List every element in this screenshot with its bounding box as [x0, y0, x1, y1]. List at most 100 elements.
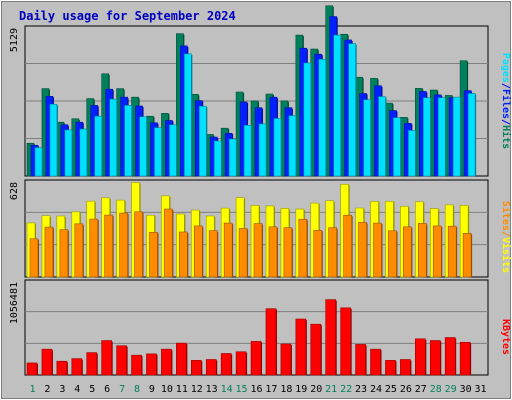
middle-bar-sites — [268, 226, 278, 278]
top-bar-pages — [228, 138, 237, 177]
bottom-legend: KBytes — [500, 319, 511, 355]
middle-bar-sites — [373, 222, 382, 278]
top-bar-pages — [273, 118, 282, 177]
bottom-bar-kbytes — [161, 348, 172, 376]
middle-bar-sites — [193, 225, 203, 278]
day-label: 13 — [206, 384, 218, 395]
bottom-bar-kbytes — [400, 359, 411, 376]
middle-bar-sites — [298, 218, 308, 278]
day-label: 16 — [250, 384, 262, 395]
day-label: 8 — [134, 384, 140, 395]
top-bar-pages — [288, 115, 297, 177]
middle-bar-sites — [164, 208, 173, 278]
top-bar-pages — [378, 96, 386, 177]
bottom-bar-kbytes — [310, 323, 322, 376]
top-bar-pages — [49, 103, 58, 177]
top-bar-pages — [318, 58, 327, 177]
legend-entry: Files — [500, 89, 512, 119]
top-bar-pages — [169, 124, 177, 177]
middle-bar-sites — [432, 225, 442, 278]
top-bar-pages — [198, 105, 207, 177]
bottom-bar-kbytes — [370, 348, 381, 376]
bottom-bar-kbytes — [235, 351, 247, 376]
middle-bar-sites — [358, 222, 367, 278]
bottom-bar-kbytes — [146, 353, 157, 376]
middle-bar-sites — [447, 225, 457, 278]
bottom-bar-kbytes — [325, 299, 337, 376]
bottom-bar-kbytes — [415, 338, 426, 376]
bottom-bar-kbytes — [265, 308, 277, 376]
bottom-ymax-label: 1056481 — [9, 282, 20, 324]
bottom-bar-kbytes — [101, 340, 112, 376]
day-label: 3 — [59, 384, 65, 395]
top-bar-pages — [258, 123, 267, 177]
bottom-bar-kbytes — [71, 358, 83, 376]
bottom-bar-kbytes — [459, 341, 471, 376]
middle-legend: Sites/Visits — [500, 201, 512, 273]
top-bar-pages — [79, 128, 88, 177]
middle-bar-sites — [313, 230, 323, 278]
day-label: 15 — [236, 384, 248, 395]
middle-bar-sites — [388, 230, 397, 278]
middle-bar-sites — [44, 226, 54, 278]
day-label: 28 — [430, 384, 442, 395]
middle-bar-sites — [149, 231, 158, 278]
day-label: 6 — [104, 384, 110, 395]
chart-title: Daily usage for September 2024 — [19, 9, 236, 23]
day-label: 20 — [310, 384, 322, 395]
day-label: 18 — [280, 384, 292, 395]
bottom-bar-kbytes — [41, 348, 53, 376]
top-bar-pages — [467, 93, 476, 177]
top-ymax-label: 5129 — [9, 28, 20, 52]
top-bar-pages — [348, 43, 356, 177]
top-bar-pages — [333, 34, 342, 177]
bottom-bar-kbytes — [340, 307, 351, 376]
bottom-bar-kbytes — [295, 318, 307, 376]
bottom-bar-kbytes — [280, 343, 292, 376]
day-label: 24 — [370, 384, 382, 395]
legend-entry: / — [500, 231, 511, 237]
bottom-bar-kbytes — [86, 352, 98, 376]
top-bar-pages — [109, 98, 117, 177]
day-label: 5 — [89, 384, 95, 395]
bottom-bar-kbytes — [56, 360, 68, 376]
day-label: 2 — [44, 384, 50, 395]
middle-bar-sites — [418, 223, 427, 278]
day-label: 26 — [400, 384, 412, 395]
top-bar-pages — [154, 127, 162, 177]
day-label: 11 — [176, 384, 188, 395]
chart-panels: 5129Pages/Files/Hits628Sites/Visits10564… — [9, 5, 512, 395]
top-bar-pages — [184, 53, 192, 177]
bottom-bar-kbytes — [26, 362, 38, 376]
day-label: 23 — [355, 384, 367, 395]
middle-bar-sites — [223, 222, 233, 278]
legend-entry: Pages — [500, 53, 511, 83]
bottom-bar-kbytes — [205, 359, 217, 376]
middle-bar-sites — [179, 231, 188, 278]
day-label: 14 — [221, 384, 233, 395]
day-label: 17 — [265, 384, 277, 395]
day-label: 10 — [161, 384, 173, 395]
bottom-bar-kbytes — [220, 353, 232, 376]
bottom-bar-kbytes — [355, 344, 366, 376]
bottom-bar-kbytes — [444, 337, 456, 376]
top-bar-pages — [393, 117, 401, 177]
middle-bar-sites — [238, 228, 248, 278]
middle-bar-sites — [59, 229, 69, 278]
middle-bar-sites — [403, 226, 412, 278]
top-bar-pages — [94, 115, 103, 177]
bottom-bar-kbytes — [176, 342, 187, 376]
day-label: 12 — [191, 384, 203, 395]
middle-bar-sites — [134, 211, 143, 278]
middle-bar-sites — [208, 230, 218, 278]
top-bar-pages — [437, 97, 446, 177]
middle-bar-sites — [104, 214, 113, 278]
bottom-bar-kbytes — [190, 360, 202, 376]
day-label: 22 — [340, 384, 352, 395]
legend-entry: Hits — [500, 125, 512, 149]
middle-bar-sites — [74, 223, 84, 278]
middle-bar-sites — [119, 212, 128, 278]
day-label: 30 — [460, 384, 472, 395]
day-label: 25 — [385, 384, 397, 395]
